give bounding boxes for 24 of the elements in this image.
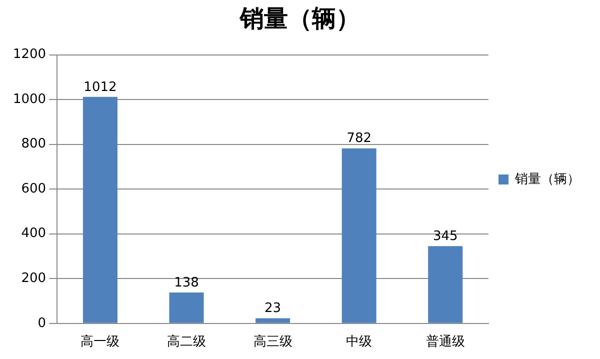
y-tick-label: 1200 — [12, 47, 46, 62]
bar — [256, 318, 290, 323]
y-tick-label: 0 — [38, 316, 46, 331]
x-tick-label: 高三级 — [253, 334, 292, 350]
bar — [342, 148, 376, 323]
y-tick-label: 800 — [21, 136, 46, 152]
x-tick-label: 普通级 — [426, 334, 465, 350]
data-label: 23 — [264, 301, 282, 316]
y-tick-label: 400 — [21, 226, 46, 242]
data-label: 345 — [432, 229, 458, 244]
data-label: 138 — [174, 275, 199, 290]
legend-label: 销量（辆） — [514, 172, 580, 187]
x-tick-label: 中级 — [346, 334, 372, 350]
y-tick-label: 600 — [21, 181, 46, 196]
y-tick-label: 1000 — [12, 92, 46, 107]
chart-title: 销量（辆） — [239, 4, 360, 33]
x-tick-label: 高二级 — [167, 334, 206, 350]
data-label: 782 — [346, 131, 372, 146]
x-tick-label: 高一级 — [80, 334, 120, 350]
bar — [82, 96, 118, 323]
data-label: 1012 — [84, 80, 117, 95]
y-tick-label: 200 — [21, 271, 46, 286]
bar — [428, 246, 463, 323]
bar — [169, 292, 204, 323]
